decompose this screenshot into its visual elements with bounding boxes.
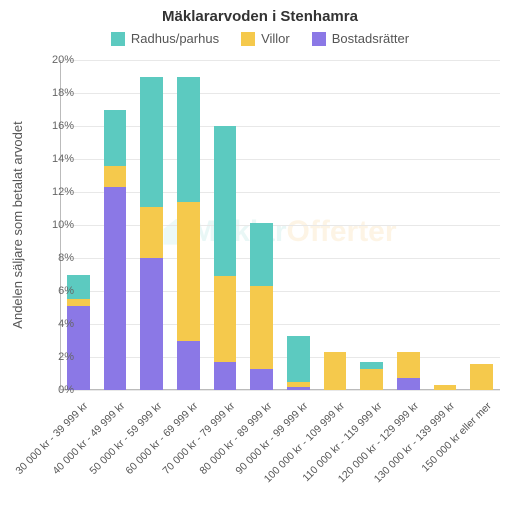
bar-segment-bostad (104, 187, 127, 390)
legend-item-villor: Villor (241, 31, 290, 46)
y-axis-title: Andelen säljare som betalat arvodet (10, 121, 25, 328)
bar-segment-villor (214, 276, 237, 362)
bar-group (214, 60, 237, 390)
legend-label-bostad: Bostadsrätter (332, 31, 409, 46)
bar-segment-villor (324, 352, 347, 390)
bars-container (60, 60, 500, 390)
bar-segment-villor (140, 207, 163, 258)
bar-segment-radhus (104, 110, 127, 166)
y-tick-label: 12% (52, 186, 74, 198)
chart-container: Mäklararvoden i Stenhamra Radhus/parhus … (0, 0, 520, 520)
bar-group (250, 60, 273, 390)
legend-swatch-bostad (312, 32, 326, 46)
bar-segment-bostad (177, 341, 200, 391)
bar-segment-bostad (287, 387, 310, 390)
legend-item-bostad: Bostadsrätter (312, 31, 409, 46)
bar-segment-radhus (214, 126, 237, 276)
bar-group (140, 60, 163, 390)
y-tick-label: 14% (52, 153, 74, 165)
bar-group (470, 60, 493, 390)
bar-group (434, 60, 457, 390)
bar-segment-bostad (250, 369, 273, 390)
bar-segment-villor (397, 352, 420, 378)
bar-segment-bostad (140, 258, 163, 390)
x-tick-labels: 30 000 kr - 39 999 kr40 000 kr - 49 999 … (60, 394, 500, 514)
bar-segment-villor (287, 382, 310, 387)
bar-group (177, 60, 200, 390)
bar-segment-bostad (397, 378, 420, 390)
bar-segment-villor (104, 166, 127, 187)
legend-swatch-radhus (111, 32, 125, 46)
legend-label-villor: Villor (261, 31, 290, 46)
bar-segment-villor (360, 369, 383, 390)
y-tick-label: 6% (58, 285, 74, 297)
y-tick-label: 18% (52, 87, 74, 99)
bar-segment-bostad (214, 362, 237, 390)
y-tick-label: 8% (58, 252, 74, 264)
plot-area: MäklarOfferter (60, 60, 500, 390)
legend-item-radhus: Radhus/parhus (111, 31, 219, 46)
legend-label-radhus: Radhus/parhus (131, 31, 219, 46)
x-tick-label: 150 000 kr eller mer (420, 400, 495, 475)
bar-group (324, 60, 347, 390)
bar-group (360, 60, 383, 390)
bar-segment-villor (250, 286, 273, 369)
bar-segment-villor (434, 385, 457, 390)
bar-segment-radhus (360, 362, 383, 369)
bar-segment-radhus (177, 77, 200, 202)
bar-segment-radhus (140, 77, 163, 207)
bar-segment-villor (470, 364, 493, 390)
legend-swatch-villor (241, 32, 255, 46)
y-tick-label: 20% (52, 54, 74, 66)
bar-group (104, 60, 127, 390)
bar-segment-villor (67, 299, 90, 306)
bar-group (287, 60, 310, 390)
bar-segment-radhus (287, 336, 310, 382)
y-tick-label: 10% (52, 219, 74, 231)
y-tick-label: 16% (52, 120, 74, 132)
chart-title: Mäklararvoden i Stenhamra (0, 0, 520, 25)
legend: Radhus/parhus Villor Bostadsrätter (0, 31, 520, 46)
bar-group (397, 60, 420, 390)
y-tick-label: 4% (58, 318, 74, 330)
y-tick-label: 2% (58, 351, 74, 363)
grid-line (60, 390, 500, 391)
bar-segment-radhus (250, 223, 273, 286)
bar-segment-villor (177, 202, 200, 341)
